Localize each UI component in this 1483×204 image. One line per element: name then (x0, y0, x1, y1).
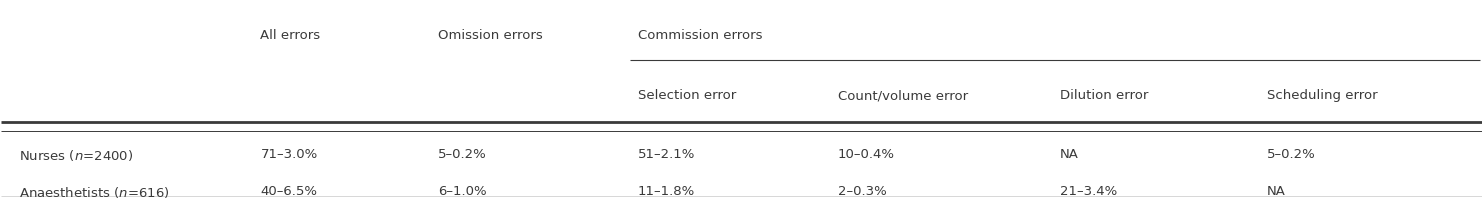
Text: 5–0.2%: 5–0.2% (437, 148, 486, 161)
Text: All errors: All errors (261, 29, 320, 42)
Text: 2–0.3%: 2–0.3% (838, 185, 887, 198)
Text: 40–6.5%: 40–6.5% (261, 185, 317, 198)
Text: Selection error: Selection error (638, 89, 736, 102)
Text: Nurses ($\it{n}$=2400): Nurses ($\it{n}$=2400) (19, 148, 133, 163)
Text: NA: NA (1060, 148, 1078, 161)
Text: Commission errors: Commission errors (638, 29, 762, 42)
Text: Dilution error: Dilution error (1060, 89, 1148, 102)
Text: 21–3.4%: 21–3.4% (1060, 185, 1117, 198)
Text: 51–2.1%: 51–2.1% (638, 148, 696, 161)
Text: Anaesthetists ($\it{n}$=616): Anaesthetists ($\it{n}$=616) (19, 185, 169, 200)
Text: NA: NA (1266, 185, 1286, 198)
Text: 6–1.0%: 6–1.0% (437, 185, 486, 198)
Text: 10–0.4%: 10–0.4% (838, 148, 894, 161)
Text: Scheduling error: Scheduling error (1266, 89, 1378, 102)
Text: Count/volume error: Count/volume error (838, 89, 968, 102)
Text: 11–1.8%: 11–1.8% (638, 185, 696, 198)
Text: 71–3.0%: 71–3.0% (261, 148, 317, 161)
Text: 5–0.2%: 5–0.2% (1266, 148, 1315, 161)
Text: Omission errors: Omission errors (437, 29, 543, 42)
